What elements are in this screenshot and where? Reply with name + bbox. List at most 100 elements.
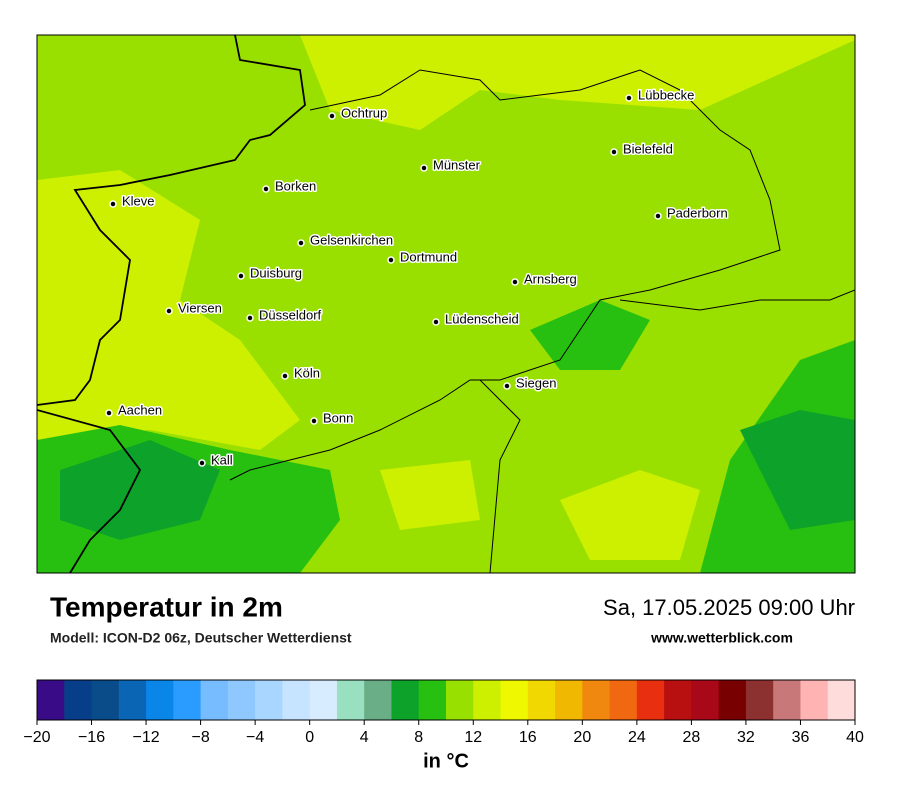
city-dot: [328, 112, 336, 120]
city-label: Lübbecke: [638, 87, 694, 102]
temperature-area: [740, 410, 855, 530]
colorbar-bin: [527, 680, 556, 720]
colorbar-tick-label: 12: [464, 729, 482, 746]
colorbar-bin: [582, 680, 611, 720]
temperature-area: [70, 95, 250, 180]
city-label: Paderborn: [667, 205, 728, 220]
city-label: Siegen: [516, 375, 556, 390]
colorbar-tick-label: 20: [573, 729, 591, 746]
city-label: Ochtrup: [341, 105, 387, 120]
temperature-area: [530, 300, 650, 370]
city-label: Köln: [294, 365, 320, 380]
colorbar-tick-label: 36: [792, 729, 810, 746]
city-label: Kall: [211, 452, 233, 467]
colorbar-bin: [718, 680, 747, 720]
city-label: Aachen: [118, 402, 162, 417]
city-label: Viersen: [178, 300, 222, 315]
colorbar-bin: [773, 680, 801, 720]
colorbar-bin: [500, 680, 529, 720]
colorbar-bin: [800, 680, 829, 720]
city-dot: [262, 185, 270, 193]
city-label: Kleve: [122, 193, 155, 208]
colorbar-bin: [446, 680, 474, 720]
state-border: [479, 379, 521, 573]
state-border: [229, 69, 781, 481]
temperature-area: [560, 470, 700, 560]
temperature-area: [37, 35, 855, 130]
city-label: Duisburg: [250, 265, 302, 280]
city-dot: [420, 164, 428, 172]
city-label: Düsseldorf: [259, 307, 322, 322]
colorbar-bin: [364, 680, 392, 720]
colorbar-bin: [555, 680, 583, 720]
colorbar-bin: [282, 680, 311, 720]
colorbar-tick-label: −8: [191, 729, 209, 746]
city-dot: [281, 372, 289, 380]
date: Sa, 17.05.2025 09:00 Uhr: [603, 595, 855, 620]
colorbar-tick-label: 24: [628, 729, 646, 746]
city-label: Bielefeld: [623, 141, 673, 156]
colorbar-tick-label: 32: [737, 729, 755, 746]
city-dot: [387, 256, 395, 264]
colorbar-bin: [173, 680, 202, 720]
colorbar-bin: [391, 680, 420, 720]
city-label: Bonn: [323, 410, 353, 425]
city-label: Dortmund: [400, 249, 457, 264]
city-dot: [654, 212, 662, 220]
colorbar-bin: [664, 680, 692, 720]
colorbar-bin: [64, 680, 93, 720]
colorbar-tick-label: 28: [683, 729, 701, 746]
colorbar-bin: [255, 680, 283, 720]
colorbar-bin: [336, 680, 365, 720]
colorbar-tick-label: 4: [360, 729, 369, 746]
city-dot: [105, 409, 113, 417]
colorbar-bin: [636, 680, 665, 720]
colorbar-tick-label: −16: [78, 729, 105, 746]
city-dot: [165, 307, 173, 315]
temperature-area: [60, 440, 220, 540]
city-label: Borken: [275, 178, 316, 193]
colorbar-bin: [418, 680, 447, 720]
city-label: Arnsberg: [524, 271, 577, 286]
colorbar-tick-label: 16: [519, 729, 537, 746]
city-dot: [511, 278, 519, 286]
map-frame: [36, 34, 856, 574]
city-dot: [610, 148, 618, 156]
colorbar-bin: [91, 680, 120, 720]
city-dot: [432, 318, 440, 326]
city-dot: [503, 382, 511, 390]
colorbar-bin: [309, 680, 338, 720]
title: Temperatur in 2m: [50, 591, 283, 622]
country-border: [37, 409, 142, 573]
colorbar-tick-label: 0: [305, 729, 314, 746]
country-border: [37, 35, 306, 406]
state-border: [619, 289, 855, 311]
colorbar-bin: [200, 680, 229, 720]
colorbar-tick-label: −20: [23, 729, 50, 746]
colorbar-bin: [227, 680, 256, 720]
colorbar-tick-label: −4: [246, 729, 264, 746]
colorbar-bin: [609, 680, 638, 720]
city-dot: [198, 459, 206, 467]
city-dot: [237, 272, 245, 280]
city-dot: [297, 239, 305, 247]
subtitle: Modell: ICON-D2 06z, Deutscher Wetterdie…: [50, 630, 352, 646]
colorbar-bin: [827, 680, 856, 720]
colorbar-tick-label: 40: [846, 729, 864, 746]
colorbar-bin: [37, 680, 65, 720]
city-dot: [109, 200, 117, 208]
city-label: Münster: [433, 157, 481, 172]
borders: [37, 35, 855, 573]
colorbar-bin: [745, 680, 774, 720]
city-dot: [625, 94, 633, 102]
website: www.wetterblick.com: [650, 630, 793, 646]
colorbar-bin: [691, 680, 720, 720]
temperature-area: [380, 460, 480, 530]
city-dot: [310, 417, 318, 425]
colorbar-bin: [118, 680, 147, 720]
colorbar-frame: [36, 679, 856, 721]
colorbar-bin: [473, 680, 502, 720]
colorbar-tick-label: −12: [132, 729, 159, 746]
city-label: Lüdenscheid: [445, 311, 519, 326]
